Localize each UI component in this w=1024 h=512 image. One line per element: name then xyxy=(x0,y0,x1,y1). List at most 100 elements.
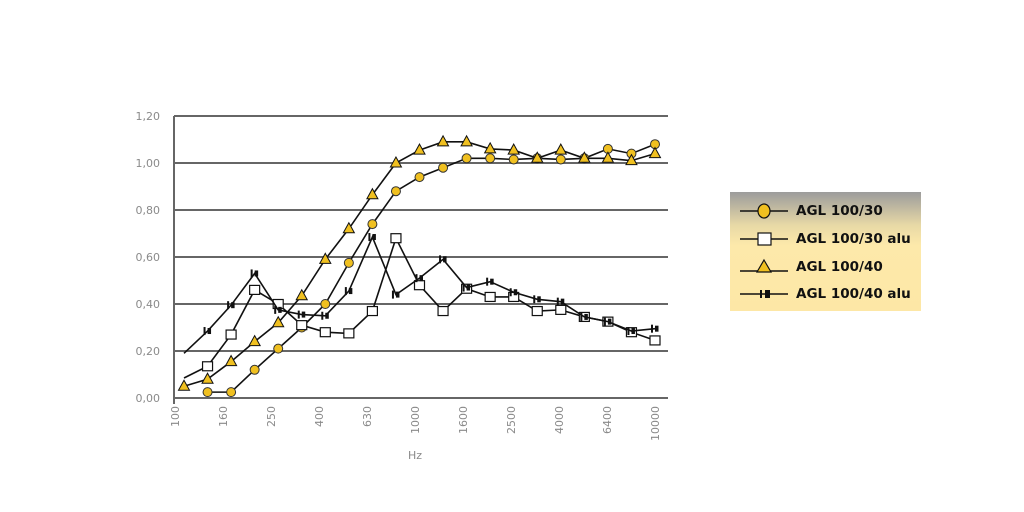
data-point xyxy=(389,155,403,168)
data-point xyxy=(343,257,354,268)
data-point xyxy=(438,162,449,173)
x-tick-label: 400 xyxy=(313,406,326,427)
data-point xyxy=(227,301,235,310)
data-point xyxy=(533,295,541,304)
legend-label: AGL 100/40 alu xyxy=(796,286,911,302)
data-point xyxy=(248,334,261,347)
data-point xyxy=(224,354,238,367)
data-point xyxy=(319,327,331,338)
data-point xyxy=(484,291,496,303)
data-point xyxy=(390,186,401,197)
series-layer xyxy=(177,134,662,398)
data-point xyxy=(271,315,285,328)
data-point xyxy=(555,154,566,165)
data-point xyxy=(413,143,426,155)
data-point xyxy=(249,284,261,295)
series-agl-100-30-alu xyxy=(183,233,661,379)
legend-label: AGL 100/40 xyxy=(796,259,883,275)
x-tick-label: 250 xyxy=(265,406,278,427)
data-point xyxy=(318,252,332,264)
x-tick-label: 160 xyxy=(217,406,230,427)
y-tick-label: 0,60 xyxy=(136,251,161,264)
data-point xyxy=(225,329,237,340)
data-point xyxy=(437,305,449,317)
data-point xyxy=(436,134,450,147)
data-point xyxy=(603,317,612,326)
data-point xyxy=(508,154,519,165)
data-point xyxy=(366,305,378,317)
x-tick-label: 6400 xyxy=(601,406,614,434)
data-point xyxy=(343,328,355,339)
y-tick-label: 0,20 xyxy=(136,345,161,358)
legend-item-agl-100-30: AGL 100/30 xyxy=(730,200,921,222)
data-point xyxy=(556,297,565,306)
x-tick-label: 100 xyxy=(169,406,182,427)
data-point xyxy=(250,269,259,278)
legend-label: AGL 100/30 alu xyxy=(796,231,911,247)
x-tick-label: 1600 xyxy=(457,406,470,434)
data-point xyxy=(530,151,544,163)
data-point xyxy=(342,221,356,234)
data-point xyxy=(509,288,518,297)
series-line xyxy=(183,236,656,379)
data-point xyxy=(651,324,659,333)
data-point xyxy=(625,153,638,166)
x-axis-label: Hz xyxy=(408,449,422,462)
data-point xyxy=(226,387,237,398)
tick-marker-icon xyxy=(740,290,788,298)
data-point xyxy=(295,288,309,301)
data-point xyxy=(439,255,447,264)
legend-item-agl-100-40: AGL 100/40 xyxy=(730,256,921,278)
data-point xyxy=(202,387,213,398)
x-tick-label: 4000 xyxy=(553,406,566,434)
y-axis-ticks: 0,00 0,20 0,40 0,60 0,80 1,00 1,20 xyxy=(136,110,161,405)
legend-item-agl-100-30-alu: AGL 100/30 alu xyxy=(730,228,921,250)
y-tick-label: 1,20 xyxy=(136,110,161,123)
x-tick-label: 2500 xyxy=(505,406,518,434)
data-point xyxy=(531,305,543,317)
data-point xyxy=(415,274,423,283)
legend-item-agl-100-40-alu: AGL 100/40 alu xyxy=(730,283,921,305)
data-point xyxy=(649,335,661,346)
data-point xyxy=(297,310,306,319)
data-point xyxy=(274,305,282,314)
y-tick-label: 0,00 xyxy=(136,392,161,405)
square-marker-icon xyxy=(740,232,788,246)
data-point xyxy=(177,379,191,391)
y-tick-label: 0,40 xyxy=(136,298,161,311)
data-point xyxy=(580,312,588,321)
x-tick-label: 1000 xyxy=(409,406,422,434)
data-point xyxy=(461,153,472,164)
y-tick-label: 1,00 xyxy=(136,157,161,170)
data-point xyxy=(483,141,497,154)
data-point xyxy=(507,143,521,155)
data-point xyxy=(578,151,591,163)
data-point xyxy=(201,372,214,384)
data-point xyxy=(203,327,212,336)
triangle-marker-icon xyxy=(740,258,788,273)
data-point xyxy=(391,290,400,299)
circle-marker-icon xyxy=(740,203,788,219)
x-tick-label: 630 xyxy=(361,406,374,427)
x-axis-ticks: 100 160 250 400 630 1000 1600 2500 4000 6400 10000 xyxy=(169,406,662,441)
data-point xyxy=(367,219,378,230)
data-point xyxy=(321,311,329,320)
data-point xyxy=(201,361,214,372)
data-point xyxy=(555,304,567,315)
data-point xyxy=(296,320,308,331)
data-point xyxy=(368,233,376,242)
data-point xyxy=(390,233,402,244)
series-agl-100-40-alu xyxy=(183,233,659,354)
data-point xyxy=(554,143,568,155)
series-agl-100-40 xyxy=(177,134,662,391)
data-point xyxy=(486,277,494,286)
x-tick-label: 10000 xyxy=(649,406,662,441)
legend-label: AGL 100/30 xyxy=(796,203,883,219)
data-point xyxy=(462,283,471,292)
data-point xyxy=(460,134,473,147)
legend: AGL 100/30 AGL 100/30 alu AGL 100/40 AGL… xyxy=(730,192,921,311)
data-point xyxy=(648,146,662,159)
data-point xyxy=(627,327,635,336)
data-point xyxy=(485,153,496,164)
